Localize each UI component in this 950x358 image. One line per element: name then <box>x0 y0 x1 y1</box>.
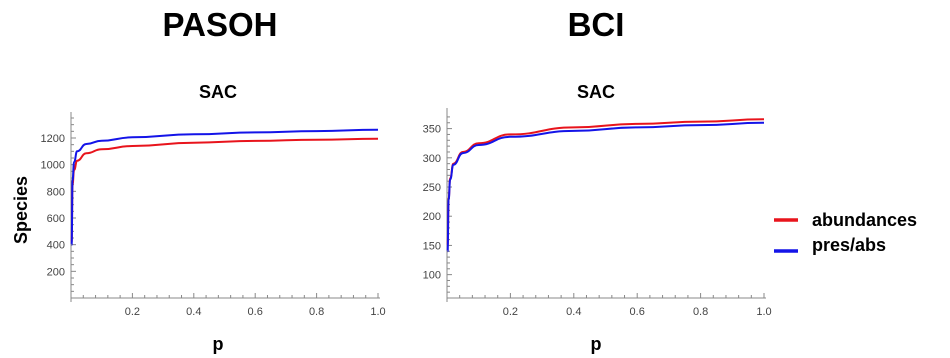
y-tick-label: 1000 <box>41 160 65 172</box>
y-tick-label: 400 <box>47 240 65 252</box>
legend-label-pres-abs: pres/abs <box>812 235 886 255</box>
panel-title: SAC <box>577 82 615 102</box>
legend: abundances pres/abs <box>774 210 917 255</box>
y-tick-label: 150 <box>423 240 441 252</box>
x-tick-label: 0.6 <box>248 306 263 318</box>
y-tick-label: 200 <box>423 211 441 223</box>
x-axis-label: p <box>213 334 224 354</box>
y-tick-label: 100 <box>423 270 441 282</box>
series-line-abundances <box>70 137 379 243</box>
panel-title: SAC <box>199 82 237 102</box>
pasoh-panel: SAC p 0.2 0.4 0.6 0.8 1.0 200 400 600 800 1000 1200 <box>41 82 386 354</box>
series-line-pres-abs <box>70 128 379 246</box>
y-tick-label: 300 <box>423 153 441 165</box>
x-tick-label: 1.0 <box>370 306 385 318</box>
y-tick-label: 200 <box>47 266 65 278</box>
x-tick-label: 0.2 <box>503 306 518 318</box>
legend-label-abundances: abundances <box>812 210 917 230</box>
left-figure-title: PASOH <box>163 6 278 43</box>
y-tick-label: 1200 <box>41 133 65 145</box>
bci-panel: SAC p 0.2 0.4 0.6 0.8 1.0 100 150 200 250 300 350 <box>423 82 772 354</box>
x-tick-label: 0.4 <box>566 306 581 318</box>
x-tick-label: 0.8 <box>693 306 708 318</box>
x-tick-label: 0.6 <box>630 306 645 318</box>
x-tick-label: 1.0 <box>756 306 771 318</box>
x-tick-label: 0.8 <box>309 306 324 318</box>
right-figure-title: BCI <box>568 6 625 43</box>
x-tick-label: 0.4 <box>186 306 201 318</box>
y-tick-label: 250 <box>423 182 441 194</box>
y-tick-label: 800 <box>47 186 65 198</box>
y-tick-label: 350 <box>423 124 441 136</box>
series-line-pres-abs <box>446 121 765 253</box>
x-axis-label: p <box>591 334 602 354</box>
x-tick-label: 0.2 <box>125 306 140 318</box>
y-tick-label: 600 <box>47 213 65 225</box>
y-axis-label: Species <box>11 176 31 244</box>
series-line-abundances <box>446 118 765 247</box>
